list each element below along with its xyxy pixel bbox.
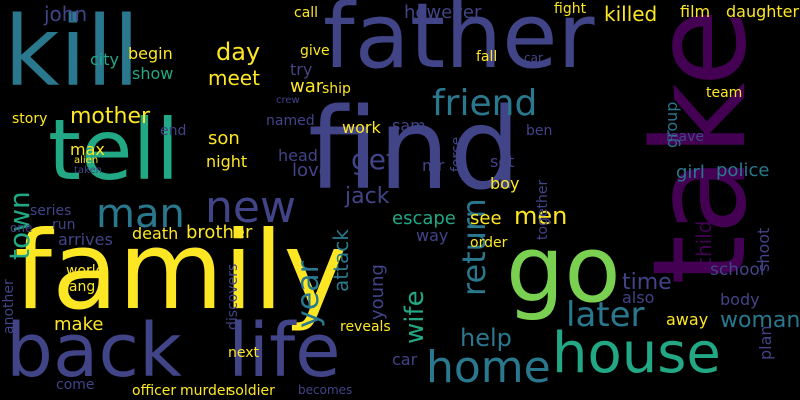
word-order: order: [470, 235, 508, 251]
word-discovers: discovers: [225, 263, 241, 330]
word-max: max: [70, 140, 105, 159]
word-sam: sam: [392, 116, 426, 135]
word-killed: killed: [604, 2, 658, 26]
word-tell: tell: [48, 101, 180, 199]
word-back: back: [6, 308, 182, 394]
word-city: city: [90, 50, 119, 69]
word-ship: ship: [322, 81, 351, 97]
word-car: car: [392, 350, 418, 369]
word-team: team: [706, 85, 743, 101]
word-work: work: [342, 118, 381, 137]
word-ben: ben: [526, 123, 553, 139]
word-set: set: [490, 152, 515, 171]
word-one: one: [10, 221, 33, 235]
word-house: house: [552, 321, 721, 386]
word-meet: meet: [208, 66, 260, 90]
word-end: end: [160, 123, 187, 139]
word-gang: gang: [60, 279, 96, 295]
word-new: new: [205, 182, 296, 233]
word-leave: leave: [666, 129, 704, 145]
word-also: also: [622, 288, 655, 307]
word-daughter: daughter: [726, 2, 800, 21]
word-later: later: [566, 295, 645, 335]
word-escape: escape: [392, 208, 456, 229]
word-car-small: car: [524, 51, 543, 65]
word-death: death: [132, 224, 179, 243]
word-way: way: [416, 226, 449, 245]
word-body: body: [720, 290, 760, 309]
word-named: named: [266, 113, 315, 129]
word-murder: murder: [180, 383, 232, 399]
word-school: school: [710, 260, 765, 280]
word-family: family: [14, 209, 348, 334]
word-series: series: [30, 203, 72, 219]
word-boy: boy: [490, 174, 520, 193]
word-begin: begin: [128, 44, 173, 63]
word-shoot: shoot: [754, 227, 773, 272]
word-life: life: [228, 308, 341, 394]
word-night: night: [206, 152, 248, 171]
word-film: film: [680, 2, 711, 21]
word-brother: brother: [186, 222, 253, 243]
word-fight: fight: [554, 1, 587, 17]
word-kill: kill: [4, 0, 140, 108]
word-show: show: [132, 64, 174, 83]
word-come: come: [56, 377, 95, 393]
word-however: however: [404, 2, 482, 23]
word-call: call: [294, 5, 319, 21]
word-plan: plan: [756, 325, 775, 360]
word-mother: mother: [70, 104, 151, 129]
word-john: john: [44, 2, 88, 26]
word-try: try: [290, 60, 313, 79]
word-head: head: [278, 146, 318, 165]
word-man: man: [96, 191, 185, 237]
word-alien: alien: [74, 155, 99, 166]
word-away: away: [666, 310, 709, 329]
word-officer: officer: [132, 383, 177, 399]
word-police: police: [716, 160, 770, 181]
word-jack: jack: [345, 184, 390, 209]
word-wife: wife: [400, 290, 430, 344]
word-time: time: [622, 270, 672, 295]
word-story: story: [12, 111, 48, 127]
word-son: son: [208, 128, 240, 149]
word-force: force: [449, 136, 465, 172]
word-attack: attack: [329, 229, 353, 292]
word-child: child: [692, 220, 716, 268]
word-next: next: [228, 345, 260, 361]
word-taken: taken: [74, 165, 102, 176]
word-see: see: [470, 208, 502, 229]
word-reveals: reveals: [340, 319, 391, 335]
word-get: get: [351, 143, 397, 176]
word-arrives: arrives: [58, 230, 113, 249]
word-find: find: [308, 85, 521, 215]
word-year: year: [291, 261, 326, 328]
word-men: men: [514, 202, 568, 230]
word-crew: crew: [276, 95, 300, 106]
word-mr: mr: [422, 156, 445, 175]
word-home: home: [426, 342, 551, 393]
word-world: world: [66, 263, 105, 279]
word-young: young: [367, 264, 388, 320]
word-run: run: [52, 217, 76, 233]
word-becomes: becomes: [298, 383, 353, 397]
word-give: give: [300, 43, 330, 59]
word-love: love: [292, 160, 330, 181]
word-help: help: [460, 324, 512, 352]
word-another: another: [1, 279, 17, 334]
word-together: together: [535, 179, 551, 240]
word-fall: fall: [476, 49, 498, 65]
word-friend: friend: [432, 83, 538, 124]
word-girl: girl: [676, 162, 705, 183]
word-soldier: soldier: [228, 383, 275, 399]
word-day: day: [216, 38, 261, 66]
word-father: father: [323, 0, 595, 89]
word-woman: woman: [720, 308, 800, 333]
word-go: go: [506, 216, 621, 323]
word-make: make: [54, 314, 104, 335]
word-war: war: [290, 76, 324, 97]
